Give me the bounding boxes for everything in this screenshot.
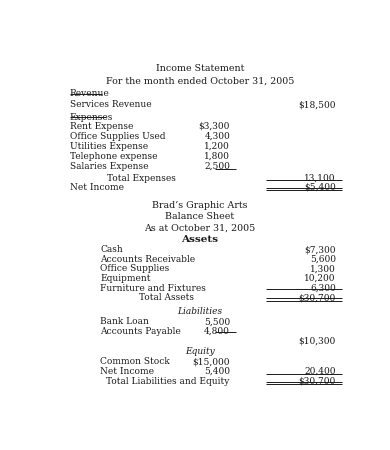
Text: $15,000: $15,000 — [193, 357, 230, 366]
Text: 1,300: 1,300 — [310, 264, 336, 273]
Text: $5,400: $5,400 — [304, 183, 336, 192]
Text: 20,400: 20,400 — [304, 367, 336, 376]
Text: Equity: Equity — [185, 347, 215, 356]
Text: 6,300: 6,300 — [310, 284, 336, 292]
Text: 1,200: 1,200 — [204, 142, 230, 151]
Text: $3,300: $3,300 — [199, 122, 230, 131]
Text: Salaries Expense: Salaries Expense — [70, 162, 149, 171]
Text: Liabilities: Liabilities — [177, 307, 222, 316]
Text: Bank Loan: Bank Loan — [100, 317, 149, 326]
Text: Net Income: Net Income — [100, 367, 154, 376]
Text: Services Revenue: Services Revenue — [70, 100, 152, 109]
Text: Utilities Expense: Utilities Expense — [70, 142, 148, 151]
Text: Accounts Payable: Accounts Payable — [100, 327, 181, 336]
Text: $10,300: $10,300 — [299, 337, 336, 346]
Text: Revenue: Revenue — [70, 90, 110, 99]
Text: Total Assets: Total Assets — [139, 293, 194, 302]
Text: Accounts Receivable: Accounts Receivable — [100, 255, 195, 264]
Text: Income Statement: Income Statement — [156, 64, 244, 73]
Text: Total Liabilities and Equity: Total Liabilities and Equity — [106, 377, 230, 386]
Text: Cash: Cash — [100, 245, 123, 254]
Text: $7,300: $7,300 — [304, 245, 336, 254]
Text: $30,700: $30,700 — [299, 293, 336, 302]
Text: As at October 31, 2005: As at October 31, 2005 — [144, 224, 255, 233]
Text: $30,700: $30,700 — [299, 377, 336, 386]
Text: $18,500: $18,500 — [298, 100, 336, 109]
Text: Net Income: Net Income — [70, 183, 124, 192]
Text: Equipment: Equipment — [100, 274, 151, 283]
Text: Total Expenses: Total Expenses — [107, 174, 176, 183]
Text: Assets: Assets — [181, 235, 218, 244]
Text: Furniture and Fixtures: Furniture and Fixtures — [100, 284, 206, 292]
Text: Common Stock: Common Stock — [100, 357, 170, 366]
Text: Rent Expense: Rent Expense — [70, 122, 133, 131]
Text: 5,500: 5,500 — [204, 317, 230, 326]
Text: Office Supplies: Office Supplies — [100, 264, 169, 273]
Text: 5,600: 5,600 — [310, 255, 336, 264]
Text: Expenses: Expenses — [70, 112, 113, 122]
Text: 4,800: 4,800 — [204, 327, 230, 336]
Text: 2,500: 2,500 — [204, 162, 230, 171]
Text: Balance Sheet: Balance Sheet — [165, 212, 234, 221]
Text: 1,800: 1,800 — [204, 152, 230, 161]
Text: 5,400: 5,400 — [204, 367, 230, 376]
Text: 10,200: 10,200 — [304, 274, 336, 283]
Text: Office Supplies Used: Office Supplies Used — [70, 132, 165, 141]
Text: 4,300: 4,300 — [204, 132, 230, 141]
Text: Brad’s Graphic Arts: Brad’s Graphic Arts — [152, 201, 248, 210]
Text: For the month ended October 31, 2005: For the month ended October 31, 2005 — [106, 77, 294, 86]
Text: Telephone expense: Telephone expense — [70, 152, 158, 161]
Text: 13,100: 13,100 — [304, 174, 336, 183]
